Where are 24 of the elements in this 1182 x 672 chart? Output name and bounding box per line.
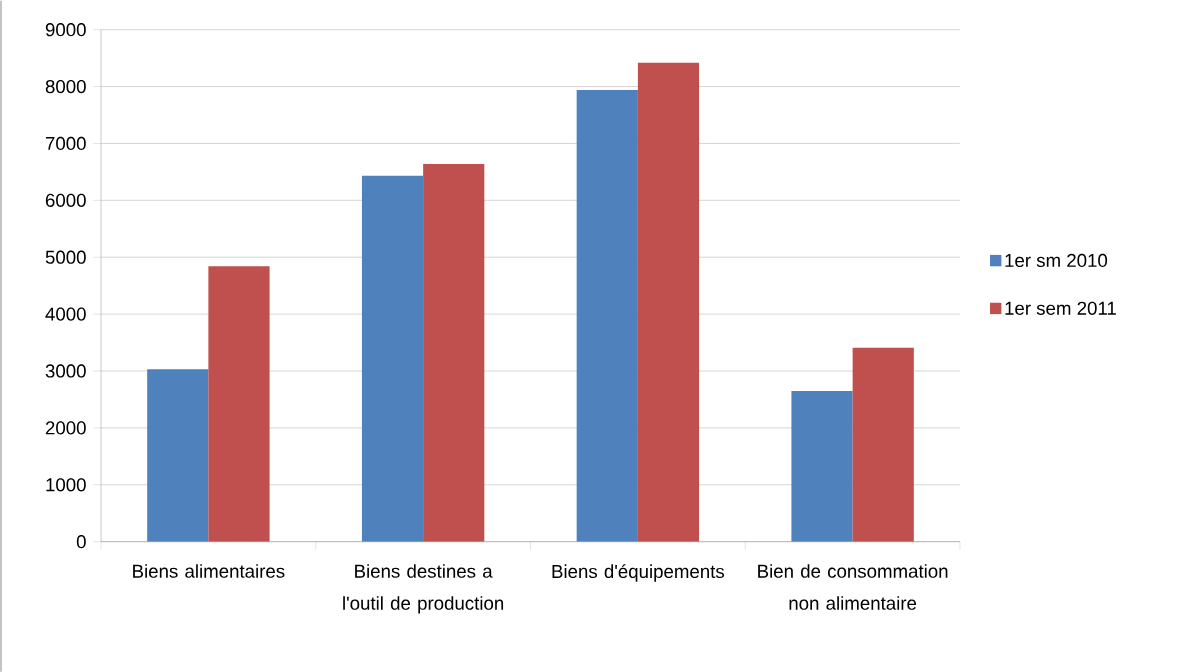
y-tick-label: 8000 bbox=[45, 79, 86, 94]
y-tick-label: 4000 bbox=[45, 307, 86, 321]
bar bbox=[637, 62, 700, 542]
y-tick-label: 9000 bbox=[45, 22, 86, 37]
x-tick-label: Biens d'équipements bbox=[552, 563, 725, 582]
bar bbox=[791, 390, 853, 542]
x-tick-label: Biens alimentaires bbox=[133, 563, 285, 578]
y-tick-label: 6000 bbox=[45, 193, 86, 207]
y-tick-label: 5000 bbox=[45, 250, 86, 264]
x-tick-label: Bien de consommation non alimentaire bbox=[758, 563, 948, 610]
legend-label: 1er sem 2011 bbox=[1005, 301, 1116, 315]
bar bbox=[147, 369, 209, 542]
bar bbox=[852, 347, 914, 542]
y-tick-label: 7000 bbox=[45, 136, 86, 150]
bar bbox=[576, 89, 638, 542]
bar bbox=[423, 163, 485, 542]
bar bbox=[361, 175, 424, 542]
y-tick-label: 3000 bbox=[45, 364, 86, 378]
bar bbox=[208, 266, 270, 542]
legend-label: 1er sm 2010 bbox=[1005, 253, 1108, 267]
y-tick-label: 1000 bbox=[46, 478, 86, 492]
y-tick-label: 0 bbox=[76, 534, 86, 549]
y-tick-label: 2000 bbox=[45, 421, 86, 435]
x-tick-label: Biens destines a l'outil de production bbox=[343, 563, 504, 614]
